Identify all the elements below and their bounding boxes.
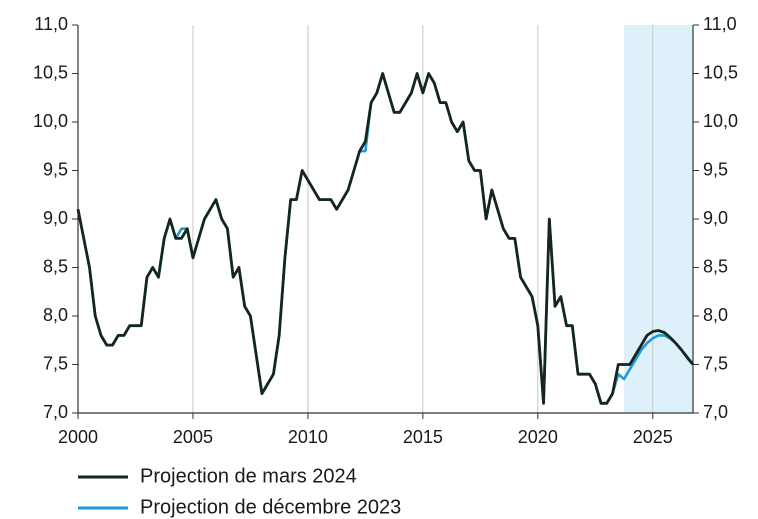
x-tick-label: 2015 (403, 427, 443, 447)
series-line (76, 72, 695, 405)
y2-tick-label: 8,5 (703, 256, 728, 276)
y-tick-label: 8,0 (43, 305, 68, 325)
legend-label: Projection de mars 2024 (140, 465, 357, 487)
y2-tick-label: 7,5 (703, 353, 728, 373)
y-tick-label: 11,0 (34, 14, 68, 34)
y-tick-label: 7,5 (43, 353, 68, 373)
series-line (76, 72, 695, 405)
legend-label: Projection de décembre 2023 (140, 496, 401, 518)
x-tick-label: 2020 (518, 427, 558, 447)
y2-tick-label: 9,5 (703, 159, 728, 179)
y-tick-label: 10,0 (33, 111, 68, 131)
x-tick-label: 2025 (633, 427, 673, 447)
y2-tick-label: 7,0 (703, 402, 728, 422)
y-tick-label: 7,0 (43, 402, 68, 422)
x-tick-label: 2005 (173, 427, 213, 447)
y2-tick-label: 11,0 (703, 14, 737, 34)
y-tick-label: 10,5 (33, 62, 68, 82)
y2-tick-label: 10,5 (703, 62, 738, 82)
y-tick-label: 9,0 (43, 208, 68, 228)
y2-tick-label: 10,0 (703, 111, 738, 131)
x-tick-label: 2010 (288, 427, 328, 447)
y2-tick-label: 9,0 (703, 208, 728, 228)
y-tick-label: 9,5 (43, 159, 68, 179)
y2-tick-label: 8,0 (703, 305, 728, 325)
x-tick-label: 2000 (58, 427, 98, 447)
y-tick-label: 8,5 (43, 256, 68, 276)
